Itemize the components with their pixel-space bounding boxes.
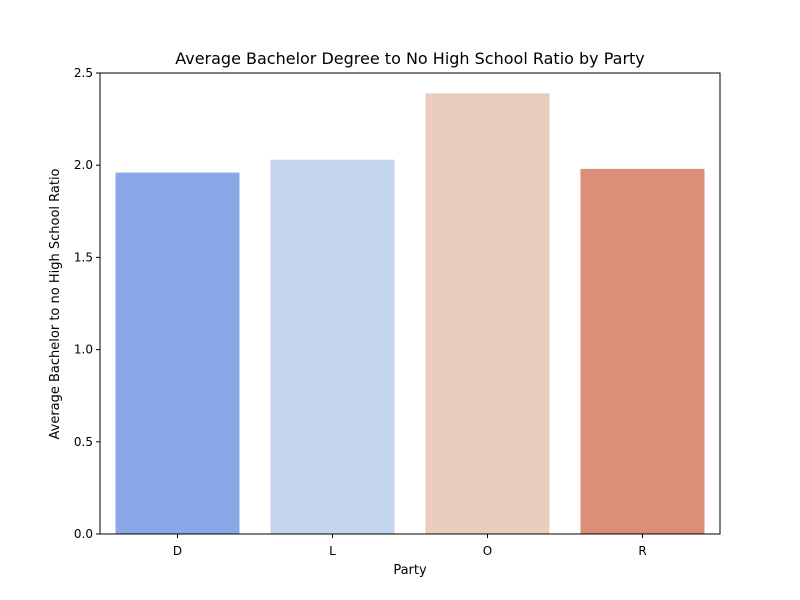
x-tick-label: R [638, 544, 646, 558]
bar-l [270, 159, 395, 534]
x-tick-label: O [483, 544, 492, 558]
x-tick-label: D [173, 544, 182, 558]
y-axis-ticks: 0.0 0.5 1.0 1.5 2.0 2.5 [74, 66, 100, 541]
y-tick-label: 0.5 [74, 435, 93, 449]
chart-title: Average Bachelor Degree to No High Schoo… [175, 49, 645, 68]
x-axis-label: Party [393, 563, 427, 578]
y-tick-label: 0.0 [74, 527, 93, 541]
y-tick-label: 2.5 [74, 66, 93, 80]
y-tick-label: 2.0 [74, 158, 93, 172]
bar-r [580, 168, 705, 534]
plot-frame [99, 72, 721, 535]
x-tick-label: L [329, 544, 336, 558]
y-tick-label: 1.5 [74, 250, 93, 264]
y-tick-label: 1.0 [74, 343, 93, 357]
bar-d [115, 172, 240, 535]
bar-o [425, 93, 550, 534]
bars-group [115, 93, 705, 535]
y-axis-label: Average Bachelor to no High School Ratio [48, 168, 63, 439]
